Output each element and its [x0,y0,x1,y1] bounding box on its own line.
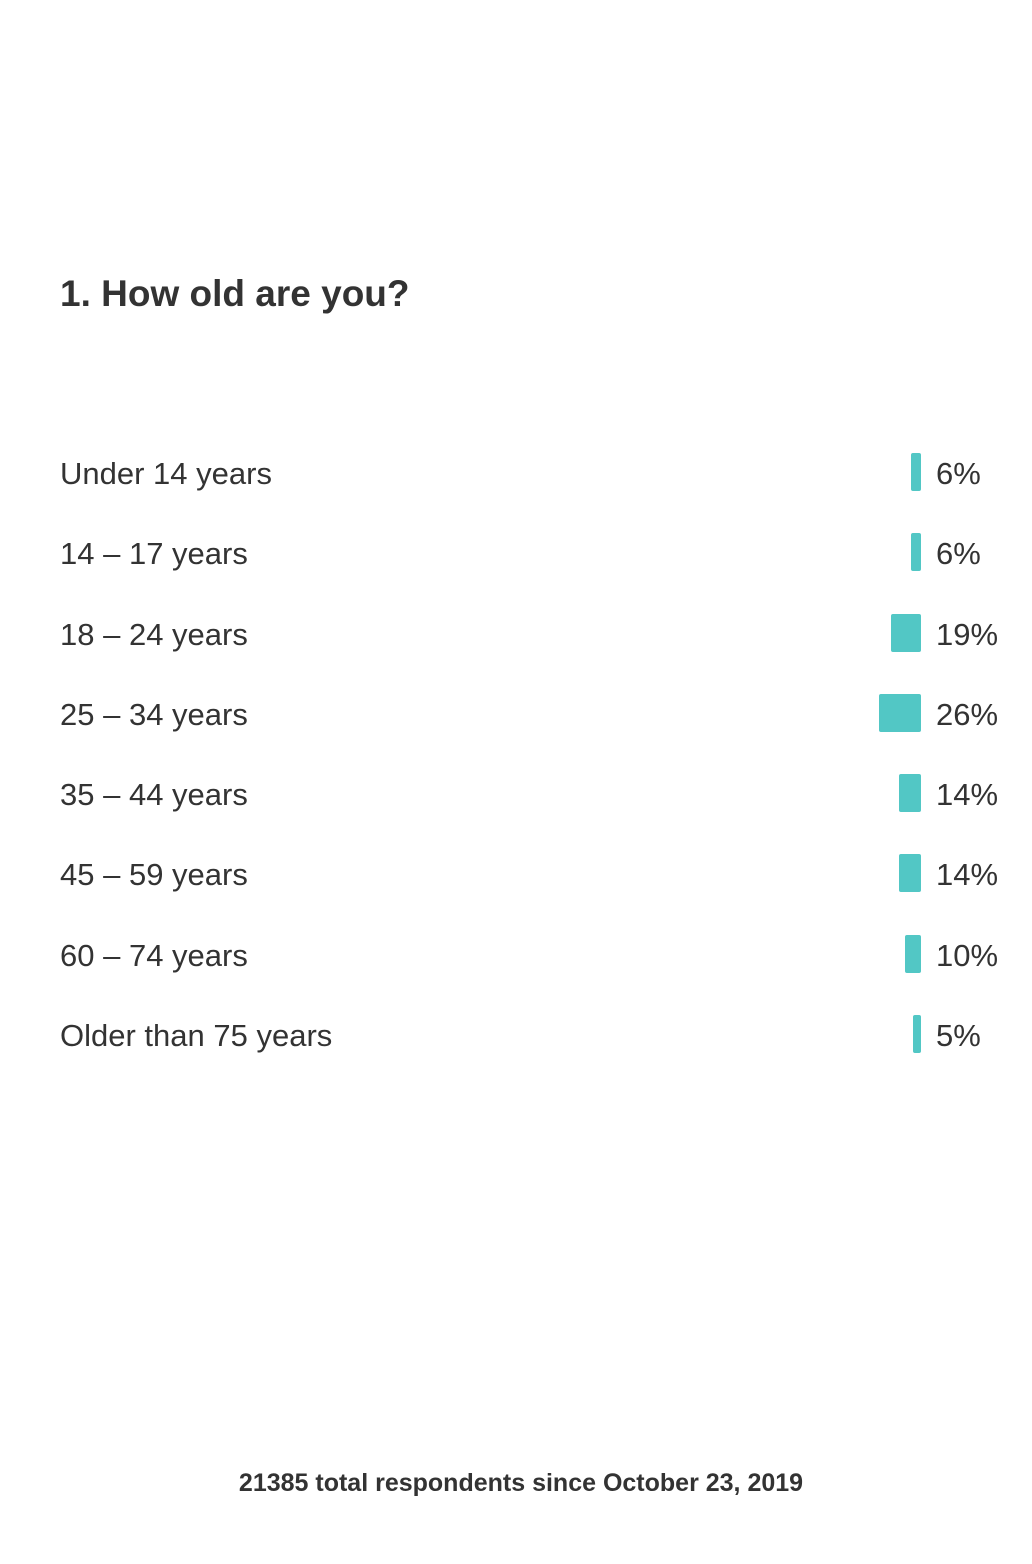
result-row: Under 14 years 6% [60,444,1004,524]
option-label: 14 – 17 years [60,536,248,572]
result-bar [898,854,921,893]
percentage-label: 5% [936,1018,981,1054]
result-bar [890,613,921,652]
option-label: 35 – 44 years [60,777,248,813]
result-bar [911,453,921,491]
percentage-label: 26% [936,696,999,732]
results-chart: Under 14 years 6% 14 – 17 years 6% 18 – 24 y… [60,444,1004,1086]
result-row: 18 – 24 years 19% [60,605,1004,685]
option-label: 18 – 24 years [60,616,248,652]
result-bar [905,934,921,973]
result-bar [911,533,921,572]
respondents-summary: 21385 total respondents since October 23… [238,1469,804,1497]
percentage-label: 14% [936,857,999,893]
result-bar [879,693,921,732]
option-label: Older than 75 years [60,1018,333,1054]
result-row: 45 – 59 years 14% [60,845,1004,925]
percentage-label: 6% [936,456,981,491]
percentage-label: 10% [936,937,999,973]
percentage-label: 19% [936,616,999,652]
result-row: 14 – 17 years 6% [60,524,1004,604]
result-row: Older than 75 years 5% [60,1006,1004,1086]
result-bar [898,774,921,813]
result-row: 60 – 74 years 10% [60,926,1004,1006]
percentage-label: 14% [936,777,999,813]
percentage-label: 6% [936,536,981,572]
result-row: 25 – 34 years 26% [60,685,1004,765]
result-row: 35 – 44 years 14% [60,765,1004,845]
option-label: 60 – 74 years [60,937,248,973]
option-label: 45 – 59 years [60,857,248,893]
option-label: Under 14 years [60,456,272,491]
question-title: 1. How old are you? [60,273,410,314]
result-bar [913,1015,921,1054]
option-label: 25 – 34 years [60,696,248,732]
